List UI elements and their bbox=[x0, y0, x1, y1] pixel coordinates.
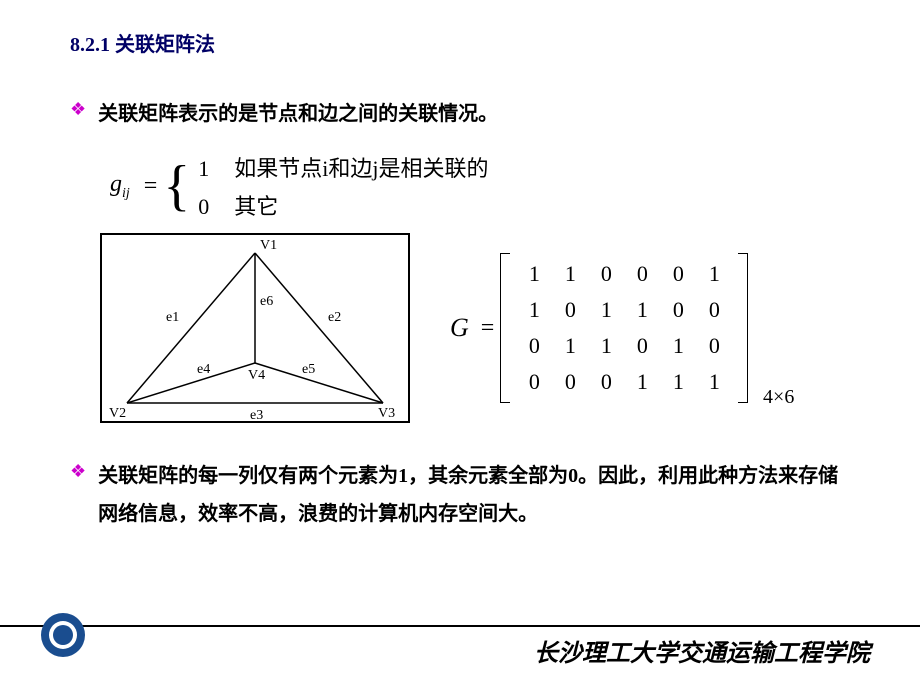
matrix-cell: 0 bbox=[637, 261, 648, 287]
matrix-cell: 0 bbox=[673, 261, 684, 287]
graph-svg: V1 V2 V3 V4 e1 e2 e3 e4 e5 e6 bbox=[102, 235, 408, 421]
matrix-cell: 1 bbox=[565, 261, 576, 287]
section-number: 8.2.1 bbox=[70, 34, 110, 56]
matrix-cell: 0 bbox=[709, 297, 720, 323]
matrix-cell: 1 bbox=[673, 369, 684, 395]
formula-lhs: gij bbox=[110, 171, 130, 202]
piecewise-formula: gij = { 1 如果节点i和边j是相关联的 0 其它 bbox=[110, 151, 850, 221]
edge-e5: e5 bbox=[302, 362, 315, 377]
edge-e4: e4 bbox=[197, 362, 210, 377]
matrix-cell: 0 bbox=[565, 369, 576, 395]
bullet-item-2: ❖ 关联矩阵的每一列仅有两个元素为1，其余元素全部为0。因此，利用此种方法来存储… bbox=[70, 457, 850, 533]
bullet-text-1: 关联矩阵表示的是节点和边之间的关联情况。 bbox=[98, 95, 498, 133]
matrix-equals: = bbox=[481, 315, 495, 342]
matrix-cell: 0 bbox=[529, 369, 540, 395]
node-v3: V3 bbox=[378, 406, 395, 421]
matrix-cell: 1 bbox=[529, 261, 540, 287]
section-title: 8.2.1 关联矩阵法 bbox=[70, 28, 850, 57]
matrix-cell: 0 bbox=[565, 297, 576, 323]
matrix-cell: 0 bbox=[601, 261, 612, 287]
equals-sign: = bbox=[144, 173, 158, 200]
edge-e1: e1 bbox=[166, 310, 179, 325]
right-bracket-icon bbox=[738, 253, 748, 403]
matrix-cell: 1 bbox=[709, 369, 720, 395]
bullet-text-2: 关联矩阵的每一列仅有两个元素为1，其余元素全部为0。因此，利用此种方法来存储网络… bbox=[98, 457, 850, 533]
left-bracket-icon bbox=[500, 253, 510, 403]
edge-e3: e3 bbox=[250, 408, 263, 421]
matrix-cell: 1 bbox=[565, 333, 576, 359]
section-heading: 关联矩阵法 bbox=[115, 34, 215, 56]
university-logo-icon bbox=[40, 612, 86, 658]
matrix-cell: 1 bbox=[529, 297, 540, 323]
matrix-cell: 0 bbox=[673, 297, 684, 323]
diamond-icon: ❖ bbox=[70, 95, 86, 124]
node-v1: V1 bbox=[260, 238, 277, 253]
footer-text: 长沙理工大学交通运输工程学院 bbox=[0, 633, 920, 668]
matrix-cell: 1 bbox=[673, 333, 684, 359]
matrix-cell: 1 bbox=[709, 261, 720, 287]
case-2: 0 其它 bbox=[198, 189, 488, 221]
matrix-cell: 1 bbox=[601, 333, 612, 359]
diamond-icon: ❖ bbox=[70, 457, 86, 486]
bullet-item-1: ❖ 关联矩阵表示的是节点和边之间的关联情况。 bbox=[70, 95, 850, 133]
matrix-cell: 0 bbox=[601, 369, 612, 395]
matrix-cell: 0 bbox=[637, 333, 648, 359]
graph-diagram: V1 V2 V3 V4 e1 e2 e3 e4 e5 e6 bbox=[100, 233, 410, 423]
edge-e2: e2 bbox=[328, 310, 341, 325]
matrix-equation: G = 110001101100011010000111 4×6 bbox=[450, 253, 748, 403]
cases: 1 如果节点i和边j是相关联的 0 其它 bbox=[198, 151, 488, 221]
node-v4: V4 bbox=[248, 368, 265, 383]
footer: 长沙理工大学交通运输工程学院 bbox=[0, 625, 920, 668]
matrix-grid: 110001101100011010000111 bbox=[510, 256, 738, 400]
matrix-cell: 1 bbox=[637, 369, 648, 395]
matrix-dimension: 4×6 bbox=[763, 386, 794, 409]
matrix-cell: 1 bbox=[601, 297, 612, 323]
matrix-cell: 0 bbox=[709, 333, 720, 359]
matrix-label: G bbox=[450, 313, 469, 343]
case-1: 1 如果节点i和边j是相关联的 bbox=[198, 151, 488, 183]
matrix-cell: 0 bbox=[529, 333, 540, 359]
left-brace-icon: { bbox=[163, 161, 190, 211]
matrix-cell: 1 bbox=[637, 297, 648, 323]
edge-e6: e6 bbox=[260, 294, 273, 309]
node-v2: V2 bbox=[109, 406, 126, 421]
